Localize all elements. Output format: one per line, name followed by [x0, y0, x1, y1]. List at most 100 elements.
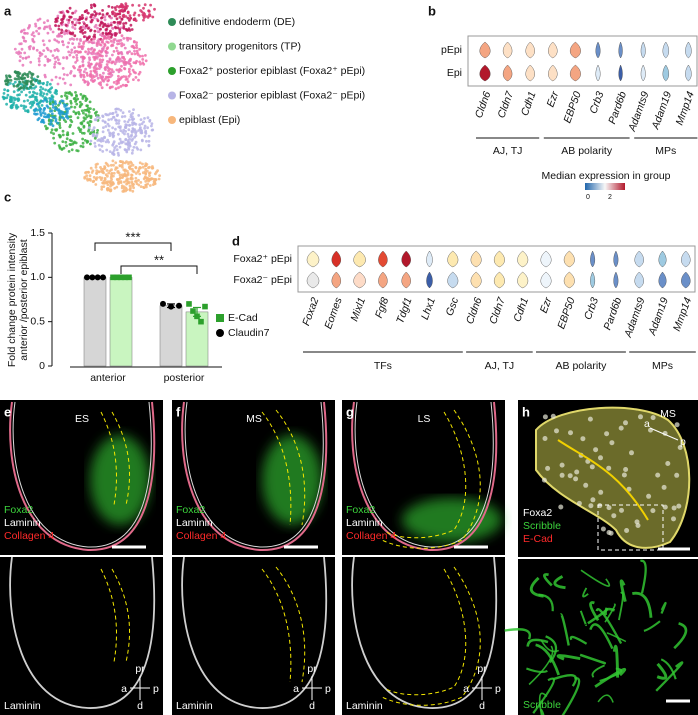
umap-cell: [30, 33, 34, 36]
umap-cell: [138, 161, 142, 165]
umap-cell: [143, 117, 146, 120]
umap-cell: [56, 121, 60, 125]
umap-cell: [118, 15, 122, 19]
umap-cell: [53, 116, 57, 119]
violin: [306, 250, 320, 268]
umap-cell: [88, 100, 92, 104]
umap-cell: [85, 104, 89, 108]
umap-cell: [150, 128, 154, 132]
umap-cell: [86, 11, 90, 15]
stain-label: Laminin: [346, 517, 383, 529]
stain-label: Laminin: [4, 517, 41, 529]
umap-cell: [118, 173, 122, 177]
umap-cell: [99, 166, 102, 169]
umap-cell: [103, 37, 106, 40]
umap-cell: [118, 145, 122, 149]
laminin-outline: [351, 556, 498, 709]
axis-label: pr: [307, 663, 317, 675]
umap-cell: [48, 109, 52, 113]
umap-cell: [78, 70, 82, 74]
umap-cell: [138, 60, 142, 64]
umap-cell: [102, 167, 105, 171]
umap-cell: [90, 6, 93, 9]
umap-cell: [134, 19, 138, 22]
umap-cell: [106, 174, 109, 178]
umap-cell: [54, 89, 58, 93]
image-background: [0, 557, 163, 715]
umap-cell: [71, 132, 75, 135]
umap-cell: [101, 40, 104, 44]
umap-cell: [135, 182, 139, 186]
umap-cell: [132, 129, 136, 133]
umap-cell: [87, 27, 90, 30]
umap-cell: [117, 81, 120, 85]
data-point: [190, 308, 196, 314]
nucleus: [590, 497, 596, 503]
umap-cell: [109, 23, 113, 27]
nucleus: [550, 413, 556, 419]
umap-cell: [108, 112, 112, 115]
umap-cell: [68, 125, 72, 129]
axis-label: a: [121, 683, 127, 695]
umap-cell: [115, 17, 119, 21]
umap-cell: [92, 175, 96, 179]
umap-cell: [94, 183, 98, 186]
group-label: AB polarity: [556, 360, 608, 372]
nucleus: [662, 504, 668, 510]
umap-cell: [69, 118, 73, 122]
nucleus: [674, 472, 680, 478]
umap-cell: [83, 26, 87, 30]
nucleus: [580, 436, 586, 442]
umap-cell: [54, 106, 58, 110]
umap-cell: [114, 107, 118, 111]
stage-label: MS: [246, 413, 262, 425]
umap-cell: [107, 5, 111, 8]
panel-label: g: [346, 404, 354, 419]
umap-cell: [38, 17, 42, 21]
y-tick-label: 0: [39, 360, 45, 372]
umap-cell: [79, 130, 82, 134]
umap-cell: [95, 133, 99, 137]
umap-cell: [62, 73, 66, 76]
umap-cell: [54, 119, 58, 123]
umap-cell: [130, 52, 134, 56]
umap-cell: [36, 75, 40, 78]
umap-cell: [17, 83, 20, 87]
umap-cell: [58, 145, 62, 149]
umap-cell: [115, 79, 119, 83]
umap-cell: [32, 46, 35, 50]
violin: [502, 64, 513, 82]
umap-cell: [37, 32, 41, 36]
nucleus: [671, 505, 677, 511]
umap-cell: [133, 49, 136, 53]
violin: [681, 250, 691, 268]
umap-cell: [72, 65, 75, 68]
umap-cell: [112, 81, 116, 84]
boundary-dash: [381, 409, 481, 549]
foxa2-signal: [90, 435, 150, 525]
umap-cell: [92, 108, 96, 111]
stain-label: Collagen 4: [346, 530, 396, 542]
umap-cell: [122, 43, 126, 47]
nucleus: [677, 445, 683, 450]
umap-cell: [144, 59, 148, 63]
scribble-membrane: [589, 601, 600, 622]
legend-swatch: [216, 329, 224, 337]
scribble-membrane: [631, 591, 653, 618]
umap-cell: [74, 141, 78, 145]
umap-cell: [38, 108, 41, 112]
umap-cell: [129, 160, 133, 164]
umap-cell: [138, 123, 142, 127]
umap-cell: [94, 12, 98, 16]
violin: [540, 250, 552, 268]
umap-cell: [48, 58, 52, 62]
violin: [595, 41, 601, 59]
stain-label: E-Cad: [523, 533, 553, 545]
row-label: Epi: [447, 67, 462, 79]
umap-cell: [118, 160, 122, 163]
umap-cell: [65, 144, 68, 148]
umap-cell: [148, 171, 152, 175]
umap-cell: [146, 126, 150, 130]
umap-cell: [15, 106, 19, 110]
